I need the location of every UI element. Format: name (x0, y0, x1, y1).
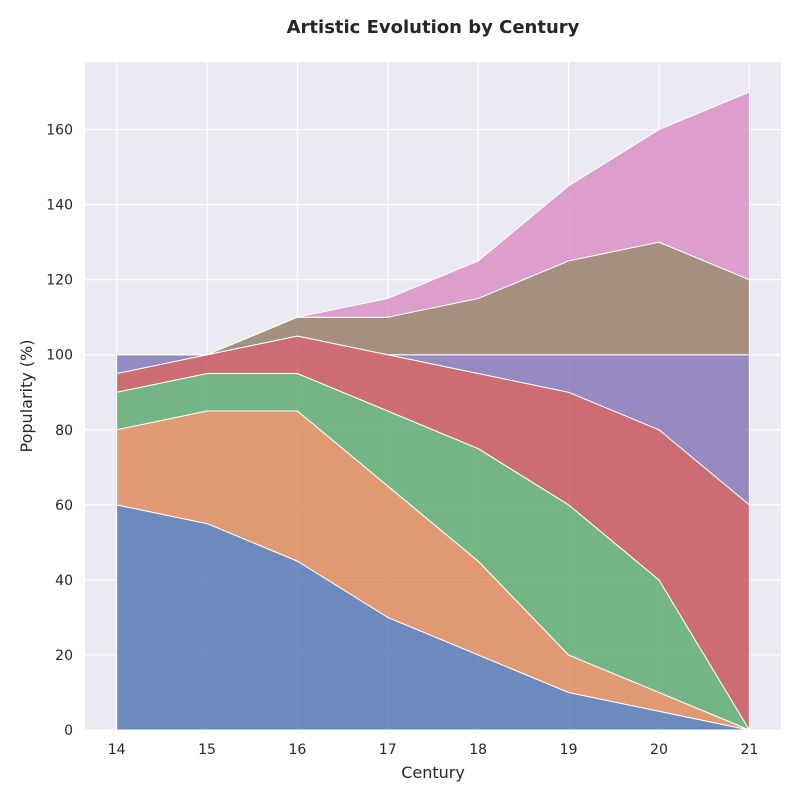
y-tick-label-80: 80 (55, 423, 73, 439)
y-tick-label-120: 120 (46, 273, 73, 289)
x-tick-label-14: 14 (108, 742, 126, 758)
y-tick-label-40: 40 (55, 573, 73, 589)
y-tick-label-60: 60 (55, 498, 73, 514)
y-tick-label-160: 160 (46, 123, 73, 139)
x-tick-label-15: 15 (198, 742, 216, 758)
y-tick-label-140: 140 (46, 198, 73, 214)
x-tick-label-21: 21 (740, 742, 758, 758)
y-tick-label-20: 20 (55, 648, 73, 664)
y-tick-label-0: 0 (64, 723, 73, 739)
x-tick-label-17: 17 (379, 742, 397, 758)
y-axis-label: Popularity (%) (17, 340, 36, 453)
x-tick-label-18: 18 (469, 742, 487, 758)
x-axis-label: Century (401, 763, 465, 782)
chart-title: Artistic Evolution by Century (287, 17, 580, 38)
y-tick-label-100: 100 (46, 348, 73, 364)
x-tick-label-16: 16 (289, 742, 307, 758)
x-tick-label-19: 19 (560, 742, 578, 758)
x-tick-label-20: 20 (650, 742, 668, 758)
